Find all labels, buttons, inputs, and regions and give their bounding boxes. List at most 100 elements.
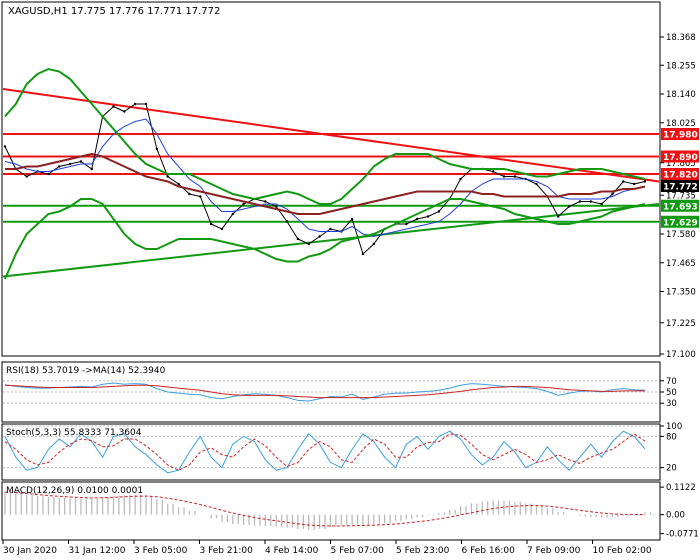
rsi-label: RSI(18) 53.7019 ->MA(14) 52.3940 [6, 366, 166, 376]
price-point [611, 192, 614, 196]
price-level-label: 17.693 [663, 202, 698, 212]
trendline-resistance [2, 88, 660, 183]
price-level-label: 17.890 [663, 153, 698, 163]
price-point [632, 182, 636, 186]
price-point [25, 175, 28, 178]
price-point [68, 162, 72, 166]
stoch-label: Stoch(5,3,3) 55.8333 71.3604 [6, 428, 142, 438]
time-tick-label: 4 Feb 14:00 [265, 546, 319, 556]
price-point [622, 180, 625, 183]
price-point [112, 105, 115, 108]
series-bb_upper [4, 67, 646, 205]
price-tick-label: 17.350 [666, 288, 696, 298]
price-level-badge [661, 199, 699, 212]
price-point [318, 235, 321, 238]
time-tick-label: 6 Feb 16:00 [462, 546, 516, 556]
chart-border-price [1, 1, 661, 357]
price-point [557, 215, 560, 218]
price-level-badge [661, 215, 699, 228]
stoch-layer-tick-label: 20 [666, 464, 677, 474]
price-tick-label: 18.140 [666, 90, 696, 100]
price-point [296, 237, 300, 241]
price-tick-label: 17.225 [666, 319, 696, 329]
price-level-label: 17.980 [663, 131, 698, 141]
rsi-layer-tick-label: 50 [666, 388, 677, 398]
price-point [307, 242, 310, 246]
price-level-badge [661, 150, 699, 163]
price-point [90, 167, 93, 171]
price-point [502, 175, 506, 178]
rsi-layer-tick-label: 30 [666, 399, 677, 409]
time-tick-label: 5 Feb 07:00 [331, 546, 385, 556]
stoch-k-line [4, 430, 646, 474]
price-point [199, 195, 202, 198]
price-point [79, 160, 83, 163]
price-point [372, 242, 376, 246]
series-sma_slow [5, 152, 646, 215]
time-tick-label: 5 Feb 23:00 [396, 546, 450, 556]
price-point [513, 175, 517, 178]
series-close [4, 103, 646, 255]
chart-border-stoch [1, 423, 661, 481]
price-point [209, 222, 213, 226]
trendline-support [2, 203, 660, 278]
price-point [437, 210, 441, 213]
price-level-badge [661, 168, 699, 180]
rsi-plot [3, 380, 659, 404]
price-tick-label: 18.255 [666, 61, 696, 71]
price-point [264, 200, 267, 203]
rsi-ma-line [4, 384, 645, 399]
chart-border-macd [1, 481, 661, 541]
price-point [242, 202, 245, 206]
macd-label: MACD(12,26,9) 0.0100 0.0001 [6, 486, 143, 496]
price-point [166, 175, 169, 178]
price-point [3, 145, 7, 148]
price-tick-label: 17.580 [666, 230, 696, 240]
rsi-layer-tick-label: 70 [666, 377, 677, 387]
price-point [600, 202, 603, 206]
price-point [155, 147, 159, 151]
macd-plot [4, 491, 652, 530]
price-point [535, 182, 538, 186]
stochastic-plot [3, 425, 659, 474]
macd-layer-tick-label: -0.0771 [666, 530, 699, 540]
series-ema_fast [4, 118, 646, 238]
series-bb_lower [4, 198, 646, 280]
price-level-label: 17.820 [663, 171, 698, 181]
macd-layer-tick-label: 0.00 [666, 511, 685, 521]
price-point [405, 222, 408, 226]
time-tick-label: 31 Jan 12:00 [69, 546, 126, 556]
price-point [589, 200, 592, 203]
price-point [274, 205, 278, 208]
macd-signal-line [4, 491, 646, 527]
price-point [643, 180, 647, 183]
price-point [329, 227, 332, 231]
time-tick-label: 10 Feb 02:00 [593, 546, 652, 556]
price-tick-label: 17.735 [666, 191, 696, 201]
price-tick-label: 17.865 [666, 159, 696, 169]
price-point [133, 102, 137, 106]
price-point [285, 220, 289, 223]
price-point [567, 205, 571, 208]
price-plot [2, 67, 660, 280]
price-point [459, 177, 462, 181]
macd-layer-tick-label: 0.1122 [666, 483, 696, 493]
price-point [578, 200, 582, 203]
price-point [47, 172, 50, 176]
price-level-badge [661, 180, 699, 192]
price-tick-label: 18.025 [666, 119, 696, 129]
price-point [220, 227, 224, 231]
price-point [123, 110, 126, 113]
time-tick-label: 3 Feb 05:00 [134, 546, 188, 556]
price-point [144, 102, 148, 106]
chart-title: XAGUSD,H1 17.775 17.776 17.771 17.772 [8, 6, 220, 17]
price-tick-label: 17.465 [666, 259, 696, 269]
price-level-label: 17.772 [663, 183, 698, 193]
price-point [58, 165, 61, 168]
price-point [491, 170, 495, 173]
price-tick-label: 18.368 [666, 33, 696, 43]
price-point [188, 192, 191, 196]
time-tick-label: 30 Jan 2020 [3, 546, 57, 556]
axes: 18.368 18.255 18.140 18.025 17.865 17.735 17.5… [2, 33, 699, 556]
time-tick-label: 7 Feb 09:00 [527, 546, 581, 556]
